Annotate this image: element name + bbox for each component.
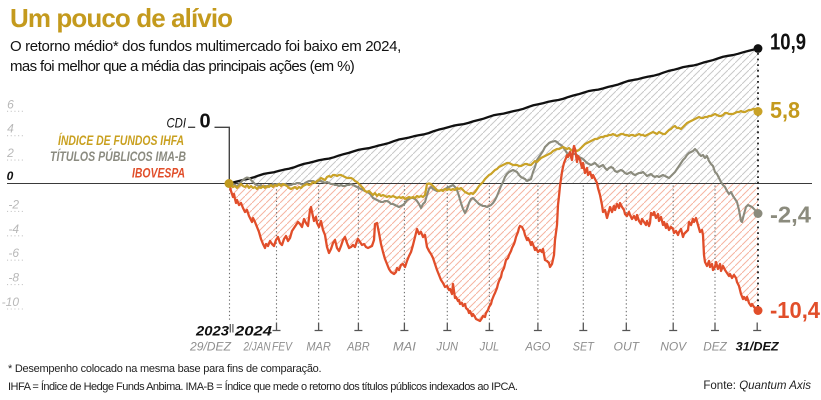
svg-text:FEV: FEV (272, 340, 293, 354)
svg-text:-2,4: -2,4 (770, 202, 811, 228)
svg-text:2024: 2024 (234, 324, 273, 339)
svg-text:JUL: JUL (479, 340, 499, 354)
svg-text:DEZ: DEZ (703, 340, 727, 354)
svg-text:5,8: 5,8 (770, 97, 800, 123)
svg-text:10,9: 10,9 (770, 29, 806, 55)
svg-text:2/JAN: 2/JAN (243, 340, 271, 354)
svg-text:-6: -6 (8, 246, 19, 260)
svg-text:CDI: CDI (167, 115, 187, 131)
svg-text:2023: 2023 (195, 324, 230, 339)
svg-text:NOV: NOV (660, 340, 687, 354)
svg-text:-4: -4 (8, 222, 19, 236)
svg-text:TÍTULOS PÚBLICOS IMA-B: TÍTULOS PÚBLICOS IMA-B (50, 149, 186, 164)
svg-text:6: 6 (7, 97, 14, 111)
svg-text:29/DEZ: 29/DEZ (189, 340, 232, 354)
svg-text:0: 0 (200, 111, 211, 133)
svg-text:IBOVESPA: IBOVESPA (132, 166, 185, 181)
svg-text:-8: -8 (8, 271, 19, 285)
svg-text:-10,4: -10,4 (770, 297, 820, 323)
svg-text:MAR: MAR (306, 340, 331, 354)
svg-text:MAI: MAI (393, 340, 417, 354)
svg-text:-10: -10 (2, 295, 20, 309)
svg-text:2: 2 (6, 146, 14, 160)
svg-text:SET: SET (573, 340, 595, 354)
svg-text:-2: -2 (8, 197, 19, 211)
svg-text:ÍNDICE DE FUNDOS IHFA: ÍNDICE DE FUNDOS IHFA (58, 133, 184, 148)
svg-text:0: 0 (7, 169, 14, 183)
svg-text:4: 4 (7, 122, 14, 136)
svg-text:JUN: JUN (436, 340, 459, 354)
svg-text:ABR: ABR (346, 340, 370, 354)
svg-text:OUT: OUT (614, 340, 641, 354)
svg-text:AGO: AGO (524, 340, 550, 354)
svg-text:31/DEZ: 31/DEZ (736, 340, 780, 354)
